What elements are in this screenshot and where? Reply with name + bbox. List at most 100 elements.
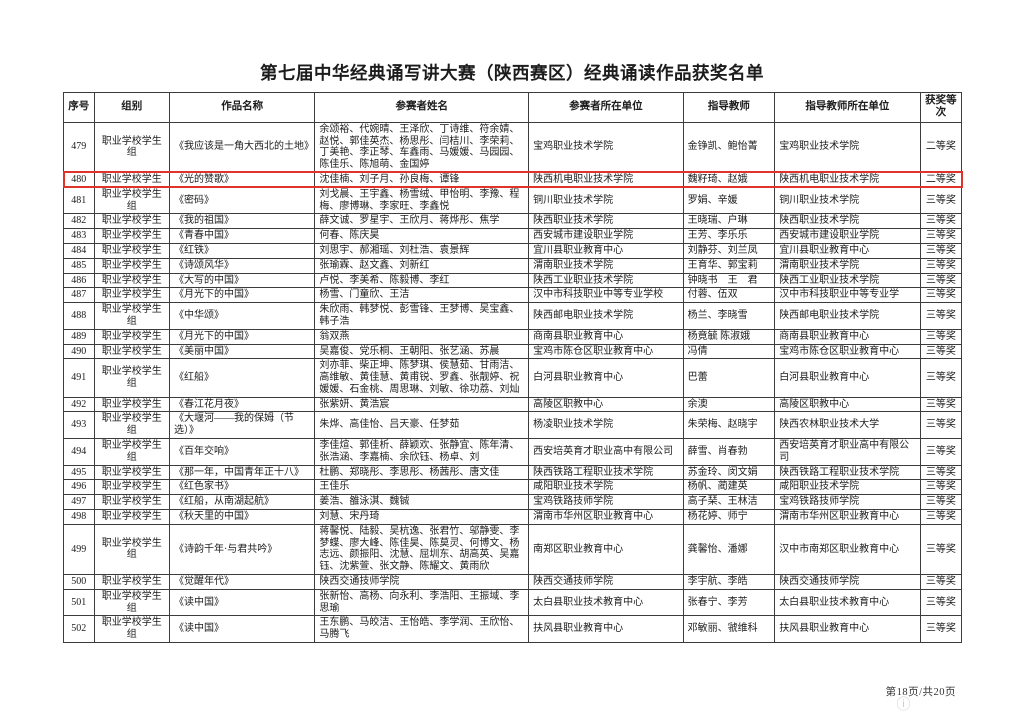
cell-award: 三等奖 xyxy=(919,257,963,274)
cell-group: 职业学校学生 xyxy=(93,328,170,345)
table-row: 488 职业学校学生组 《中华颂》 朱欣雨、韩梦悦、彭雪锋、王梦博、吴宝鑫、韩子浩 陕西… xyxy=(63,302,963,330)
cell-teacher_unit: 西安培英育才职业高中有限公司 xyxy=(774,438,921,466)
table-row: 483 职业学校学生 《青春中国》 何春、陈庆昊 西安城市建设职业学院 王芳、李乐乐 西安城… xyxy=(63,228,963,244)
cell-work: 《月光下的中国》 xyxy=(168,287,316,304)
cell-names: 薛文诚、罗星宇、王欣月、蒋烨彤、焦学 xyxy=(314,213,530,230)
cell-no: 490 xyxy=(63,343,95,360)
table-row: 493 职业学校学生组 《大堰河——我的保姆（节选）》 朱烨、高佳怡、吕天豪、任梦茹杨… xyxy=(63,411,963,440)
cell-unit: 太白县职业技术教育中心 xyxy=(528,588,684,617)
cell-award: 三等奖 xyxy=(919,574,963,590)
table-row: 492 职业学校学生 《春江花月夜》 张紫妍、黄浩宸 高陵区职教中心 余澳 高陵区职教中心三… xyxy=(63,396,963,413)
cell-award: 三等奖 xyxy=(919,186,963,215)
cell-names: 何春、陈庆昊 xyxy=(314,228,530,244)
cell-unit: 汉中市科技职业中等专业学校 xyxy=(528,287,684,304)
cell-teacher_unit: 宝鸡市陈仓区职业教育中心 xyxy=(774,343,921,360)
cell-teachers: 余澳 xyxy=(682,396,776,413)
cell-work: 《秋天里的中国》 xyxy=(168,509,316,525)
cell-no: 486 xyxy=(63,272,95,289)
cell-group: 职业学校学生组 xyxy=(93,358,170,398)
cell-unit: 陕西职业技术学院 xyxy=(528,213,684,230)
cell-teacher_unit: 高陵区职教中心 xyxy=(774,396,921,413)
cell-no: 489 xyxy=(63,328,95,345)
header-group: 组别 xyxy=(93,92,170,123)
cell-names: 姜浩、雒泳淇、魏铖 xyxy=(314,494,530,511)
header-teacher-unit: 指导教师所在单位 xyxy=(774,92,921,123)
table-row: 496 职业学校学生 《红色家书》 王佳乐 咸阳职业技术学院 杨帆、蔺建英 咸阳职业技术学院… xyxy=(63,479,963,496)
cell-teacher_unit: 汉中市南郑区职业教育中心 xyxy=(774,523,921,576)
cell-award: 三等奖 xyxy=(919,287,963,304)
cell-work: 《春江花月夜》 xyxy=(168,396,316,413)
cell-names: 张瑜霖、赵文鑫、刘新红 xyxy=(314,257,530,274)
cell-names: 翁双燕 xyxy=(314,328,530,345)
header-work: 作品名称 xyxy=(168,92,316,123)
cell-unit: 咸阳职业技术学院 xyxy=(528,479,684,496)
table-row: 498 职业学校学生 《秋天里的中国》 刘慧、宋丹琦 渭南市华州区职业教育中心 杨花婷、师… xyxy=(63,509,963,525)
cell-names: 卢悦、李美希、陈毅博、李红 xyxy=(314,272,530,289)
cell-names: 朱欣雨、韩梦悦、彭雪锋、王梦博、吴宝鑫、韩子浩 xyxy=(314,302,530,330)
cell-work: 《觉醒年代》 xyxy=(168,574,316,590)
cell-names: 朱烨、高佳怡、吕天豪、任梦茹 xyxy=(314,411,530,440)
cell-group: 职业学校学生组 xyxy=(93,523,170,576)
cell-unit: 铜川职业技术学院 xyxy=(528,186,684,215)
table-row: 482 职业学校学生 《我的祖国》 薛文诚、罗星宇、王欣月、蒋烨彤、焦学 陕西职业技术学… xyxy=(63,213,963,230)
cell-teachers: 杨帆、蔺建英 xyxy=(682,479,776,496)
cell-unit: 高陵区职教中心 xyxy=(528,396,684,413)
cell-teacher_unit: 陕西邮电职业技术学院 xyxy=(774,302,921,330)
cell-teacher_unit: 渭南职业技术学院 xyxy=(774,257,921,274)
cell-teachers: 张春宁、李芳 xyxy=(682,588,776,617)
cell-teachers: 邓敏丽、虢维科 xyxy=(682,615,776,644)
cell-teachers: 苏金玲、闵文娟 xyxy=(682,464,776,481)
cell-names: 杜鹏、郑晓彤、李思彤、杨茜彤、唐文佳 xyxy=(314,464,530,481)
cell-group: 职业学校学生组 xyxy=(93,438,170,466)
cell-unit: 南郑区职业教育中心 xyxy=(528,523,684,576)
cell-names: 吴嘉俊、党乐桐、王朝阳、张艺涵、苏晨 xyxy=(314,343,530,360)
cell-group: 职业学校学生组 xyxy=(93,615,170,644)
cell-teachers: 高子琹、王林洁 xyxy=(682,494,776,511)
cell-award: 三等奖 xyxy=(919,464,963,481)
cell-work: 《红铁》 xyxy=(168,242,316,259)
cell-names: 王东鹏、马皎洁、王怡皓、李学润、王欣怡、马腾飞 xyxy=(314,615,530,644)
cell-group: 职业学校学生 xyxy=(93,509,170,525)
cell-award: 三等奖 xyxy=(919,479,963,496)
cell-teacher_unit: 宝鸡铁路技师学院 xyxy=(774,494,921,511)
cell-no: 487 xyxy=(63,287,95,304)
table-header-row: 序号 组别 作品名称 参赛者姓名 参赛者所在单位 指导教师 指导教师所在单位 获… xyxy=(63,92,963,123)
cell-teacher_unit: 汉中市科技职业中等专业学 xyxy=(774,287,921,304)
cell-work: 《中华颂》 xyxy=(168,302,316,330)
cell-no: 493 xyxy=(63,411,95,440)
table-row: 497 职业学校学生 《红船，从南湖起航》 姜浩、雒泳淇、魏铖 宝鸡铁路技师学院 高子琹、… xyxy=(63,494,963,511)
cell-names: 余颂裕、代婉晴、王泽欣、丁诗维、符余婧、赵悦、郭佳英杰、杨思彤、闫桔川、李荣莉、… xyxy=(314,121,530,173)
cell-unit: 陕西交通技师学院 xyxy=(528,574,684,590)
header-unit: 参赛者所在单位 xyxy=(528,92,684,123)
cell-work: 《红船》 xyxy=(168,358,316,398)
cell-teacher_unit: 陕西职业技术学院 xyxy=(774,213,921,230)
cell-award: 三等奖 xyxy=(919,242,963,259)
cell-teachers: 金铮凯、鲍怡菁 xyxy=(682,121,776,173)
cell-unit: 白河县职业教育中心 xyxy=(528,358,684,398)
cell-work: 《红色家书》 xyxy=(168,479,316,496)
cell-no: 488 xyxy=(63,302,95,330)
cell-unit: 渭南市华州区职业教育中心 xyxy=(528,509,684,525)
cell-names: 王佳乐 xyxy=(314,479,530,496)
cell-unit: 陕西邮电职业技术学院 xyxy=(528,302,684,330)
table-row: 484 职业学校学生 《红铁》 刘思宇、郝湘瑶、刘杜浩、袁景辉 宜川县职业教育中心 刘静芬… xyxy=(63,242,963,259)
table-row: 486 职业学校学生 《大写的中国》 卢悦、李美希、陈毅博、李红 陕西工业职业技术学院钟… xyxy=(63,272,963,289)
cell-group: 职业学校学生组 xyxy=(93,121,170,173)
cell-names: 李佳煊、郭佳析、薛颖欢、张静宜、陈年清、张浩涵、李嘉楠、余欣钰、杨卓、刘 xyxy=(314,438,530,466)
cell-unit: 渭南职业技术学院 xyxy=(528,257,684,274)
cell-teachers: 冯倩 xyxy=(682,343,776,360)
cell-teachers: 王育华、郭宝莉 xyxy=(682,257,776,274)
cell-award: 三等奖 xyxy=(919,615,963,644)
cell-teacher_unit: 陕西工业职业技术学院 xyxy=(774,272,921,289)
cell-names: 蒋馨悦、陆毅、吴杭逸、张君竹、邬静雯、李梦蝶、廖大峰、陈佳昊、陈莫灵、何博文、杨… xyxy=(314,523,530,576)
cell-names: 张紫妍、黄浩宸 xyxy=(314,396,530,413)
info-icon[interactable]: ⓘ xyxy=(896,697,911,713)
cell-award: 三等奖 xyxy=(919,588,963,617)
cell-teachers: 龚馨怡、潘娜 xyxy=(682,523,776,576)
table-row: 491 职业学校学生组 《红船》 刘亦菲、柴正坤、陈梦琪、侯慧茹、甘雨洁、高维敏、黄佳… xyxy=(63,358,963,398)
cell-names: 张新怡、高杨、向永利、李浩阳、王振域、李思瑜 xyxy=(314,588,530,617)
cell-unit: 宜川县职业教育中心 xyxy=(528,242,684,259)
cell-names: 刘思宇、郝湘瑶、刘杜浩、袁景辉 xyxy=(314,242,530,259)
cell-award: 三等奖 xyxy=(919,396,963,413)
